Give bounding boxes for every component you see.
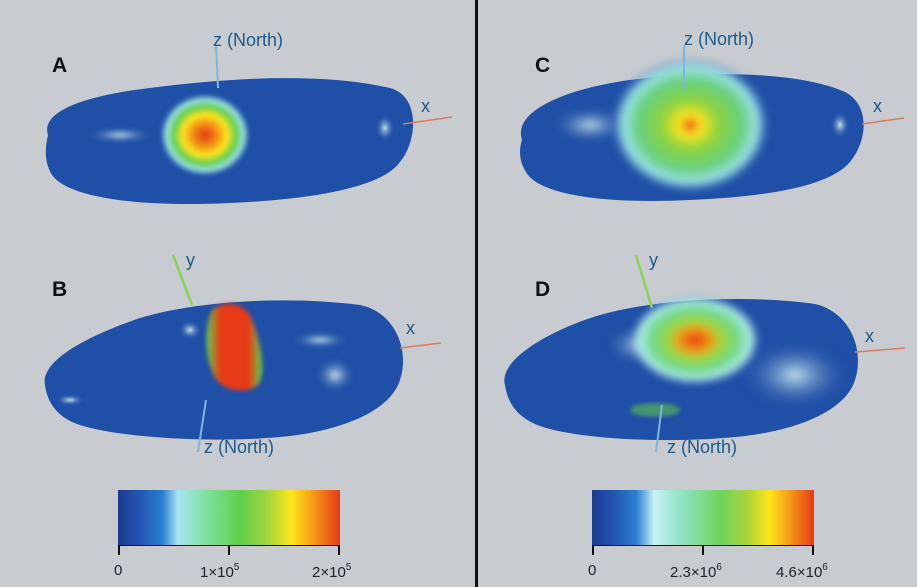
colorbar-right [592, 490, 814, 545]
axis-label-d-y: y [649, 250, 658, 270]
panel-label-b: B [52, 278, 68, 301]
axis-label-b-x: x [406, 318, 415, 338]
axis-label-c-x: x [873, 96, 882, 116]
colorbar-axis-left [118, 544, 340, 555]
axis-label-b-z: z (North) [204, 437, 275, 457]
axis-label-d-z: z (North) [667, 437, 738, 457]
panel-label-d: D [535, 278, 551, 301]
colorbar-left [118, 490, 340, 545]
colorbar-left-tick-1: 1×105 [200, 562, 240, 581]
panel-label-c: C [535, 54, 551, 77]
colorbar-right-tick-1: 2.3×106 [670, 562, 722, 581]
colorbar-left-tick-2: 2×105 [312, 562, 352, 581]
axis-label-c-z: z (North) [684, 29, 755, 49]
panel-label-a: A [52, 54, 68, 77]
panel-divider [475, 0, 478, 587]
colorbar-left-tick-0: 0 [114, 562, 123, 579]
asteroid-view-b [44, 254, 442, 453]
asteroid-view-d [504, 254, 906, 453]
asteroid-view-c [520, 45, 905, 201]
colorbar-right-tick-2: 4.6×106 [776, 562, 828, 581]
axis-label-a-x: x [421, 96, 430, 116]
asteroid-view-a [45, 44, 453, 205]
colorbar-right-tick-0: 0 [588, 562, 597, 579]
axis-label-d-x: x [865, 326, 874, 346]
axis-label-a-z: z (North) [213, 30, 284, 50]
axis-label-b-y: y [186, 250, 195, 270]
colorbar-axis-right [592, 544, 814, 555]
